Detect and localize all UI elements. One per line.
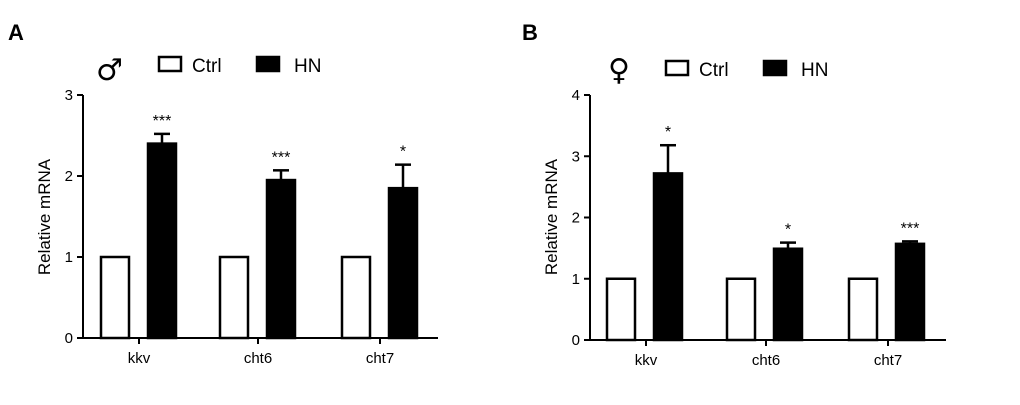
x-tick-label: kkv [128,350,151,367]
legend-ctrl-swatch [157,55,183,73]
y-tick-label: 2 [65,168,73,185]
legend-ctrl-label: Ctrl [192,56,222,77]
male-symbol: ♂ [96,53,123,88]
bars-b: ** *** [605,124,926,342]
bar-hn-cht6 [772,247,804,342]
panel-label-b: B [522,20,538,45]
x-tick-label: cht6 [752,352,780,369]
legend-ctrl-swatch [664,59,690,77]
significance-marker: *** [901,220,920,237]
y-tick-label: 4 [572,87,580,104]
y-tick-label: 3 [572,148,580,165]
x-tick-label: cht7 [366,350,394,367]
legend-hn-label: HN [801,60,828,81]
y-axis-label-b: Relative mRNA [542,158,561,275]
bar-ctrl-kkv [99,255,131,340]
bar-ctrl-kkv [605,277,637,342]
axes-b: 0 1 2 3 4 kkv cht6 cht7 [572,87,946,369]
x-tick-label: cht6 [244,350,272,367]
bar-ctrl-cht6 [725,277,757,342]
panel-b: B ♀ Ctrl HN Relative mRNA 0 1 2 3 4 kkv cht6 ch… [522,20,946,369]
significance-marker: *** [153,113,172,130]
bar-hn-cht6 [265,178,297,340]
y-tick-label: 1 [65,249,73,266]
x-tick-label: kkv [635,352,658,369]
female-symbol: ♀ [608,53,630,88]
bar-hn-kkv [652,172,684,342]
bar-hn-kkv [146,142,178,340]
axes-a: 0 1 2 3 kkv cht6 cht7 [65,87,438,367]
significance-marker: * [785,222,791,239]
bar-hn-cht7 [894,242,926,342]
legend-hn-swatch [255,55,281,73]
significance-marker: *** [272,149,291,166]
legend-hn-swatch [762,59,788,77]
bar-ctrl-cht6 [218,255,250,340]
y-axis-label-a: Relative mRNA [35,158,54,275]
legend-a: Ctrl HN [157,55,321,77]
y-tick-label: 1 [572,271,580,288]
significance-marker: * [665,124,671,141]
legend-hn-label: HN [294,56,321,77]
bars-a: ****** * [99,113,419,340]
y-tick-label: 0 [65,330,73,347]
y-tick-label: 0 [572,332,580,349]
legend-b: Ctrl HN [664,59,828,81]
legend-ctrl-label: Ctrl [699,60,729,81]
bar-ctrl-cht7 [847,277,879,342]
y-tick-label: 2 [572,210,580,227]
significance-marker: * [400,144,406,161]
x-tick-label: cht7 [874,352,902,369]
bar-ctrl-cht7 [340,255,372,340]
y-tick-label: 3 [65,87,73,104]
panel-a: A ♂ Ctrl HN Relative mRNA 0 1 2 3 kkv cht6 cht… [8,20,438,367]
panel-label-a: A [8,20,24,45]
bar-hn-cht7 [387,186,419,340]
